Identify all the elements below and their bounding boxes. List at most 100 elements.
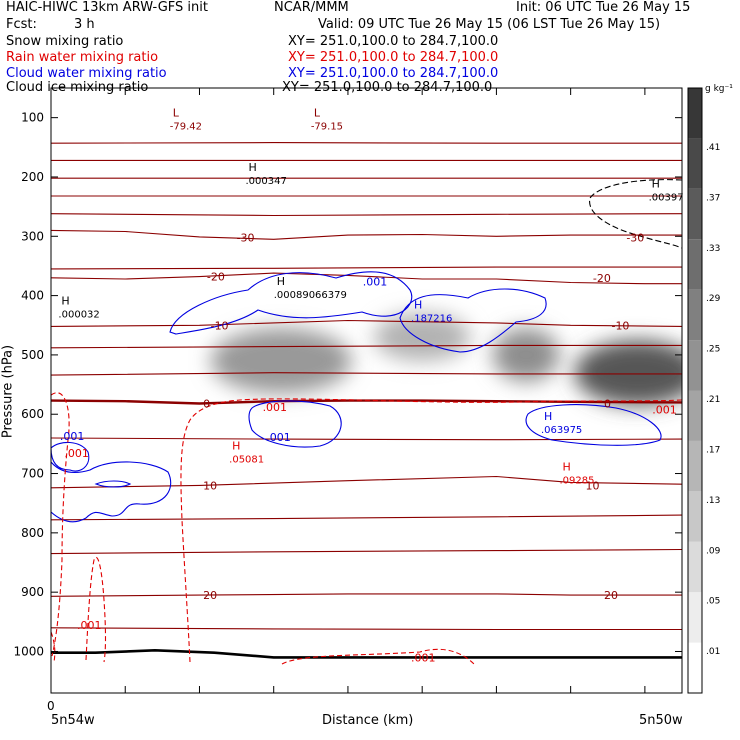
- valid-time: Valid: 09 UTC Tue 26 May 15 (06 LST Tue …: [318, 17, 661, 32]
- temperature-contour: [51, 266, 682, 270]
- y-tick-label: 500: [21, 348, 44, 362]
- colorbar-tick-label: .09: [706, 546, 721, 556]
- temperature-contour-label: -20: [207, 271, 225, 284]
- colorbar-segment: [688, 642, 702, 693]
- forecast-label: Fcst:: [6, 17, 37, 32]
- extremum-mark: L: [173, 106, 180, 119]
- y-tick-label: 200: [21, 170, 44, 184]
- temperature-contour-label: 0: [203, 398, 210, 411]
- cloud-water-contour-label: .001: [363, 275, 388, 288]
- extremum-value: -79.42: [170, 121, 202, 132]
- temperature-contour: [51, 213, 682, 217]
- colorbar-tick-label: .25: [706, 345, 720, 355]
- field-rain-xy: XY= 251.0,100.0 to 284.7,100.0: [288, 50, 499, 65]
- cloud-water-contour: [525, 404, 662, 446]
- temperature-contour: [51, 437, 682, 441]
- y-tick-label: 100: [21, 111, 44, 125]
- temperature-contour: [51, 627, 682, 631]
- colorbar-segment: [688, 138, 702, 189]
- plot-frame: [50, 87, 683, 694]
- temperature-contour: [51, 319, 682, 327]
- extremum-value: .000347: [245, 176, 286, 187]
- x-left-endpoint-label: 5n54w: [51, 713, 95, 728]
- x-origin-tick-label: 0: [47, 699, 55, 713]
- field-rain-name: Rain water mixing ratio: [6, 50, 159, 65]
- temperature-contour-label: 0: [604, 398, 611, 411]
- colorbar-tick-label: .17: [706, 445, 720, 455]
- x-axis-label: Distance (km): [322, 713, 414, 728]
- temperature-contour: [51, 593, 682, 597]
- temperature-contour-label: 20: [203, 589, 217, 602]
- temperature-contour-label: -20: [593, 272, 611, 285]
- colorbar-segment: [688, 239, 702, 290]
- extremum-mark: H: [563, 461, 571, 474]
- field-cloudwater-xy: XY= 251.0,100.0 to 284.7,100.0: [288, 66, 499, 81]
- rain-contour-label: .001: [263, 401, 288, 414]
- extremum-value: .09285: [560, 476, 595, 487]
- rain-contour-label: .001: [411, 651, 436, 664]
- temperature-contour: [51, 229, 682, 240]
- temperature-contour: [51, 272, 682, 285]
- org-label: NCAR/MMM: [274, 0, 349, 15]
- terrain-surface-line: [51, 648, 682, 659]
- y-tick-label: 700: [21, 467, 44, 481]
- colorbar-tick-label: .33: [706, 244, 720, 254]
- colorbar-segment: [688, 491, 702, 542]
- rain-contour: [51, 392, 70, 657]
- cloud-water-contour: [399, 288, 547, 353]
- model-title: HAIC-HIWC 13km ARW-GFS init: [6, 0, 208, 15]
- colorbar-unit: g kg⁻¹: [705, 84, 733, 94]
- colorbar-segment: [688, 592, 702, 643]
- colorbar-tick-label: .05: [706, 597, 720, 607]
- snow-shading-blob: [210, 328, 352, 394]
- colorbar-tick-label: .41: [706, 143, 720, 153]
- colorbar-tick-label: .21: [706, 395, 720, 405]
- temperature-contour: [51, 475, 682, 489]
- colorbar-segment: [688, 289, 702, 341]
- extremum-value: .063975: [541, 425, 582, 436]
- extremum-mark: H: [652, 178, 660, 191]
- colorbar-segment: [688, 440, 702, 492]
- rain-contour: [51, 631, 56, 663]
- extremum-mark: H: [544, 410, 552, 423]
- colorbar-tick-label: .13: [706, 496, 720, 506]
- temperature-contour-label: -10: [611, 319, 629, 332]
- colorbar-segment: [688, 188, 702, 240]
- cloud-water-contour-label: .001: [266, 431, 291, 444]
- extremum-mark: H: [277, 275, 285, 288]
- rain-contour-label: .001: [64, 447, 89, 460]
- rain-contour: [85, 557, 107, 663]
- colorbar-tick-label: .29: [706, 294, 721, 304]
- extremum-mark: H: [248, 161, 256, 174]
- temperature-contour: [51, 142, 682, 144]
- cloud-water-contour: [94, 480, 132, 488]
- field-snow-name: Snow mixing ratio: [6, 34, 124, 49]
- y-tick-label: 600: [21, 407, 44, 421]
- y-tick-label: 300: [21, 229, 44, 243]
- temperature-contour: [51, 514, 682, 521]
- extremum-value: .187216: [411, 314, 452, 325]
- temperature-contour-label: 10: [585, 479, 599, 492]
- colorbar-segment: [688, 340, 702, 391]
- colorbar-tick-label: .37: [706, 193, 720, 203]
- cloud-water-contour-label: .001: [60, 430, 85, 443]
- cloud-water-contour: [248, 400, 342, 448]
- extremum-value: .00089066379: [274, 290, 347, 301]
- extremum-mark: H: [414, 299, 422, 312]
- extremum-value: .00397: [649, 193, 684, 204]
- init-time: Init: 06 UTC Tue 26 May 15: [516, 0, 691, 15]
- colorbar-segment: [688, 390, 702, 441]
- x-right-endpoint-label: 5n50w: [639, 713, 683, 728]
- temperature-contour: [51, 372, 682, 376]
- temperature-contour-label: -30: [626, 231, 644, 244]
- colorbar-segment: [688, 541, 702, 593]
- colorbar-tick-label: .01: [706, 647, 720, 657]
- temperature-contour: [51, 548, 682, 555]
- temperature-contour-label: 10: [203, 479, 217, 492]
- extremum-mark: L: [314, 106, 321, 119]
- temperature-contour-label: -10: [211, 319, 229, 332]
- rain-contour: [281, 648, 475, 665]
- y-tick-label: 900: [21, 585, 44, 599]
